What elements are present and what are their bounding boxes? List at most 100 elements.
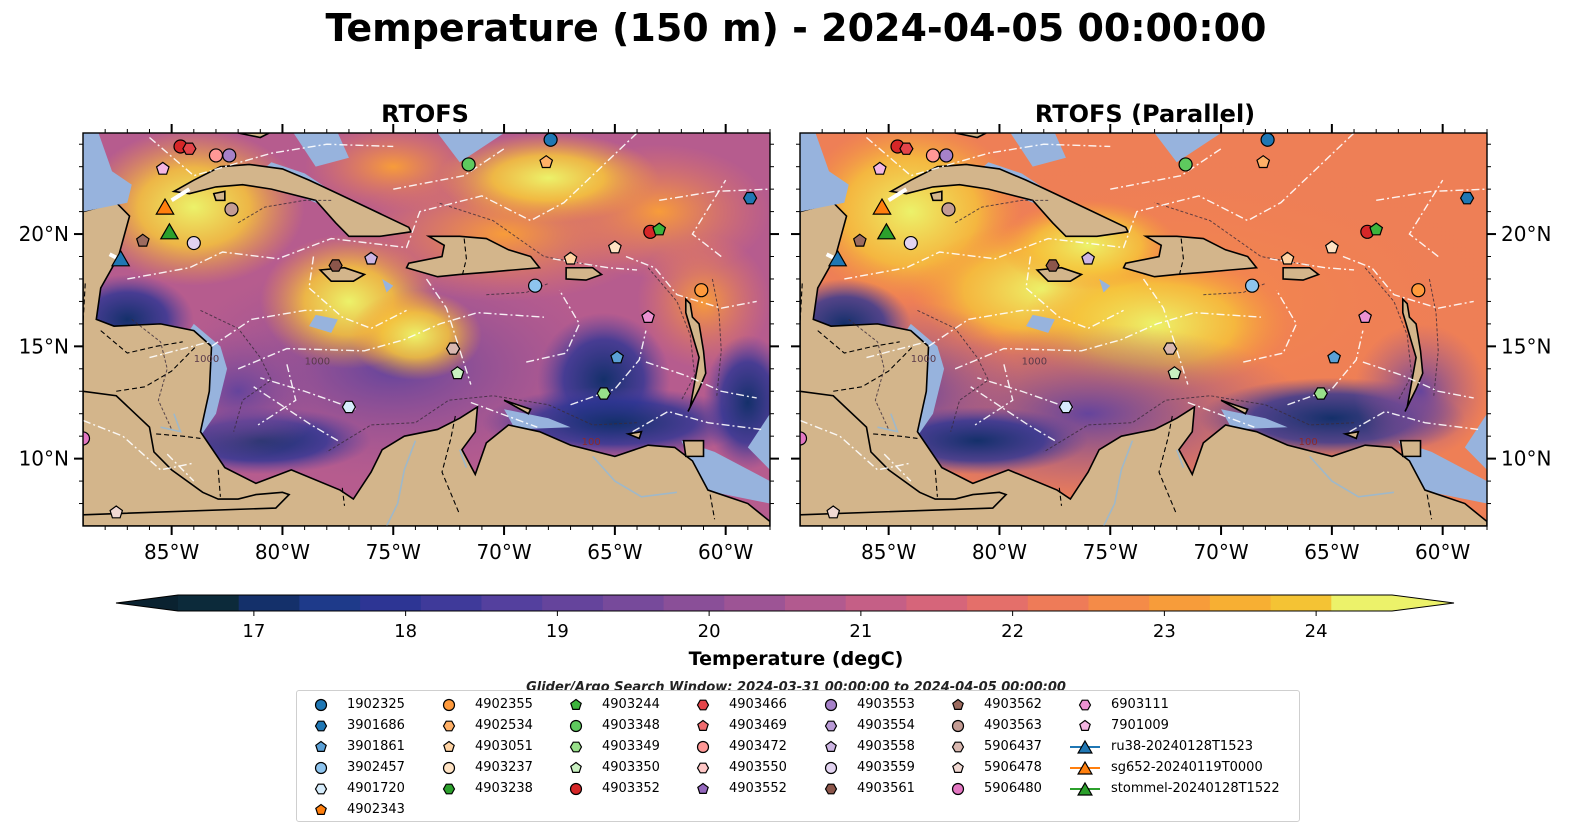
land-margarita xyxy=(625,430,643,440)
eez-boundary xyxy=(83,419,194,471)
argo-float-marker xyxy=(800,431,808,446)
shallow-shelf xyxy=(1026,314,1055,333)
legend-label: 4903352 xyxy=(602,781,660,796)
isobath-contour xyxy=(237,199,332,224)
legend-marker-icon xyxy=(696,699,710,711)
eez-boundary xyxy=(166,453,195,482)
land-puerto-rico xyxy=(565,266,604,281)
argo-float-marker xyxy=(1058,400,1074,414)
legend-marker-icon xyxy=(570,698,582,710)
argo-float-marker xyxy=(652,222,667,236)
legend-label: 4901720 xyxy=(347,781,405,796)
legend-label: 5906478 xyxy=(984,760,1042,775)
shallow-shelf xyxy=(1099,278,1111,293)
legend-label: 3901861 xyxy=(347,739,405,754)
argo-float-marker xyxy=(543,133,558,147)
legend-label: 4903349 xyxy=(602,739,660,754)
legend-label: 4903238 xyxy=(475,781,533,796)
colorbar-segment xyxy=(602,595,665,611)
land-isla-juventud xyxy=(212,190,226,202)
legend-label: 4902343 xyxy=(347,802,405,817)
eez-boundary xyxy=(149,136,394,177)
legend-marker-icon xyxy=(696,762,710,774)
shallow-shelf xyxy=(382,278,394,293)
land-margarita xyxy=(1342,430,1360,440)
lon-tick-label: 70°W xyxy=(476,540,531,564)
argo-float-marker xyxy=(1313,387,1328,400)
shallow-shelf xyxy=(1221,409,1288,430)
legend-marker-icon xyxy=(314,783,328,795)
argo-float-marker xyxy=(83,431,91,446)
argo-float-marker xyxy=(182,142,197,155)
isobath-contour xyxy=(1428,278,1439,396)
argo-float-marker xyxy=(341,400,357,414)
country-border xyxy=(934,469,938,497)
legend-label: 3901686 xyxy=(347,718,405,733)
legend-marker-icon xyxy=(951,719,965,733)
legend-marker-icon xyxy=(1070,781,1100,796)
legend-marker-icon xyxy=(1079,719,1091,731)
legend-label: 7901009 xyxy=(1111,718,1169,733)
colorbar-extend-low xyxy=(116,595,178,611)
legend-marker-icon xyxy=(825,740,837,752)
eez-boundary xyxy=(632,410,762,433)
colorbar-tick-label: 24 xyxy=(1305,621,1328,642)
eez-boundary xyxy=(1408,179,1444,258)
colorbar-tick-label: 17 xyxy=(242,621,265,642)
legend-label: 4903554 xyxy=(857,718,915,733)
colorbar-outline xyxy=(115,594,1455,612)
argo-float-marker xyxy=(222,148,237,163)
legend-marker-icon xyxy=(570,761,582,773)
country-border xyxy=(341,487,346,506)
colorbar-tick-label: 18 xyxy=(394,621,417,642)
eez-boundary xyxy=(625,255,757,309)
eez-boundary xyxy=(1187,401,1255,428)
shallow-shelf xyxy=(1154,133,1222,163)
contour-label: 1000 xyxy=(305,356,330,367)
lat-tick-label: 10°N xyxy=(19,447,69,471)
eez-boundary xyxy=(977,377,1073,410)
legend-label: 5906480 xyxy=(984,781,1042,796)
glider-marker xyxy=(155,197,175,215)
colorbar-tick-label: 22 xyxy=(1001,621,1024,642)
legend-marker-icon xyxy=(314,720,328,732)
argo-float-marker xyxy=(563,251,578,265)
contour-label: 1000 xyxy=(911,354,936,365)
argo-float-marker xyxy=(109,505,124,519)
eez-boundary xyxy=(425,278,472,385)
colorbar-extend-high xyxy=(1392,595,1454,611)
temperature-anomaly xyxy=(637,234,770,369)
colorbar-tick-label: 19 xyxy=(546,621,569,642)
land-cuba xyxy=(171,163,413,238)
legend-marker-icon xyxy=(569,719,583,733)
argo-float-marker xyxy=(445,342,461,355)
country-border xyxy=(873,433,918,439)
isobath-contour xyxy=(1364,267,1413,401)
colorbar-segment xyxy=(420,595,482,611)
legend-label: 4903563 xyxy=(984,718,1042,733)
legend-label: 4902534 xyxy=(475,718,533,733)
eez-boundary xyxy=(1243,289,1298,363)
colorbar-tick-label: 20 xyxy=(698,621,721,642)
land-trinidad xyxy=(1399,439,1422,458)
eez-boundary xyxy=(970,386,1056,442)
legend-label: 4903051 xyxy=(475,739,533,754)
lon-tick-label: 65°W xyxy=(1304,540,1359,564)
temperature-anomaly xyxy=(703,335,770,470)
colorbar-segment xyxy=(785,595,847,611)
argo-float-marker xyxy=(1358,309,1373,323)
argo-float-marker xyxy=(328,259,343,272)
legend-label: 6903111 xyxy=(1111,697,1169,712)
legend-label: 4902355 xyxy=(475,697,533,712)
gulf-shelf xyxy=(83,133,128,212)
country-border xyxy=(833,345,914,392)
land-trinidad xyxy=(682,439,705,458)
colorbar-segment xyxy=(360,595,422,611)
isobath-contour xyxy=(326,395,638,453)
eez-boundary xyxy=(800,419,911,471)
eez-boundary xyxy=(1025,256,1124,330)
argo-float-marker xyxy=(596,387,611,400)
shallow-shelf xyxy=(1010,133,1066,167)
argo-float-marker xyxy=(1244,278,1260,293)
